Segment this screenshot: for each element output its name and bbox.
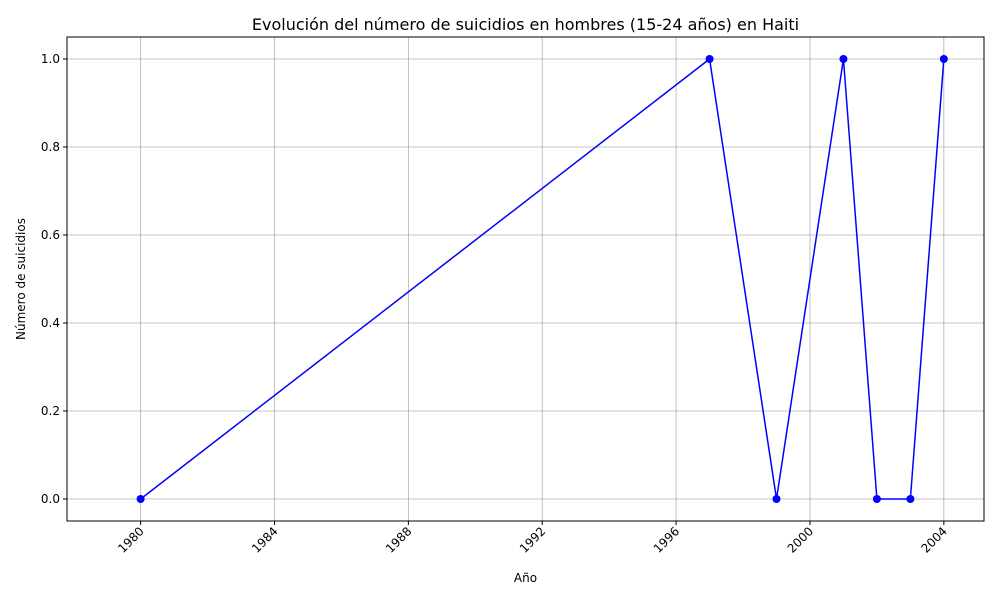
series-layer bbox=[136, 55, 948, 503]
data-point bbox=[872, 495, 881, 503]
y-tick-label: 0.8 bbox=[41, 140, 60, 154]
data-point bbox=[839, 55, 848, 63]
data-point bbox=[136, 495, 145, 503]
data-point bbox=[772, 495, 781, 503]
y-tick-label: 1.0 bbox=[41, 52, 60, 66]
y-tick-label: 0.2 bbox=[41, 404, 60, 418]
y-ticks: 0.0 0.2 0.4 0.6 0.8 1.0 bbox=[41, 52, 67, 506]
x-axis-label: Año bbox=[514, 571, 537, 585]
data-point bbox=[939, 55, 948, 63]
y-tick-label: 0.0 bbox=[41, 492, 60, 506]
plot-frame bbox=[66, 36, 985, 522]
y-tick-label: 0.6 bbox=[41, 228, 60, 242]
y-tick-label: 0.4 bbox=[41, 316, 60, 330]
data-point bbox=[906, 495, 915, 503]
data-point bbox=[705, 55, 714, 63]
chart-title: Evolución del número de suicidios en hom… bbox=[252, 15, 799, 34]
y-axis-label: Número de suicidios bbox=[14, 218, 28, 340]
